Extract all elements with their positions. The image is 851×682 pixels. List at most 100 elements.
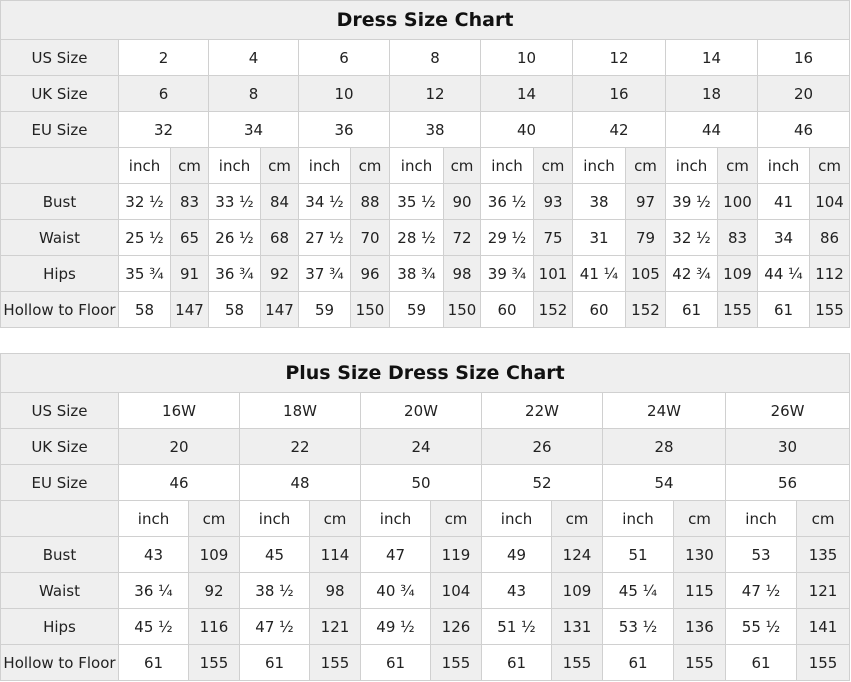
inch-value: 35 ½ — [389, 183, 444, 220]
inch-value: 58 — [208, 291, 261, 328]
cm-value: 65 — [170, 219, 209, 256]
inch-value: 34 — [757, 219, 810, 256]
us-size-cell: 6 — [298, 39, 390, 76]
eu-size-cell: 50 — [360, 464, 482, 501]
cm-value: 130 — [673, 536, 726, 573]
cm-value: 152 — [625, 291, 666, 328]
cm-value: 88 — [350, 183, 390, 220]
cm-value: 155 — [430, 644, 482, 681]
us-size-cell: 10 — [480, 39, 573, 76]
inch-value: 47 ½ — [239, 608, 310, 645]
unit-cm-header: cm — [551, 500, 603, 537]
us-size-cell: 12 — [572, 39, 666, 76]
us-size-cell: 14 — [665, 39, 758, 76]
chart-title: Dress Size Chart — [0, 0, 851, 40]
inch-value: 59 — [298, 291, 351, 328]
unit-inch-header: inch — [360, 500, 431, 537]
cm-value: 155 — [309, 644, 361, 681]
unit-row: inch cm inch cm inch cm inch cm inch cm inch cm inch… — [0, 147, 851, 184]
inch-value: 41 ¼ — [572, 255, 626, 292]
inch-value: 43 — [481, 572, 552, 609]
inch-value: 60 — [572, 291, 626, 328]
eu-size-cell: 44 — [665, 111, 758, 148]
cm-value: 136 — [673, 608, 726, 645]
uk-size-cell: 16 — [572, 75, 666, 112]
inch-value: 42 ¾ — [665, 255, 718, 292]
cm-value: 83 — [170, 183, 209, 220]
unit-inch-header: inch — [389, 147, 444, 184]
uk-size-cell: 10 — [298, 75, 390, 112]
us-size-cell: 8 — [389, 39, 481, 76]
inch-value: 33 ½ — [208, 183, 261, 220]
cm-value: 68 — [260, 219, 299, 256]
us-size-cell: 2 — [118, 39, 209, 76]
cm-value: 84 — [260, 183, 299, 220]
chart-title: Plus Size Dress Size Chart — [0, 353, 851, 393]
inch-value: 53 — [725, 536, 797, 573]
cm-value: 100 — [717, 183, 758, 220]
unit-cm-header: cm — [625, 147, 666, 184]
eu-size-cell: 38 — [389, 111, 481, 148]
inch-value: 43 — [118, 536, 189, 573]
cm-value: 72 — [443, 219, 481, 256]
cm-value: 155 — [808, 291, 851, 328]
cm-value: 155 — [673, 644, 726, 681]
uk-size-cell: 12 — [389, 75, 481, 112]
cm-value: 131 — [551, 608, 603, 645]
unit-cm-header: cm — [430, 500, 482, 537]
cm-value: 92 — [188, 572, 240, 609]
inch-value: 61 — [602, 644, 674, 681]
cm-value: 75 — [533, 219, 573, 256]
unit-inch-header: inch — [602, 500, 674, 537]
cm-value: 135 — [795, 536, 851, 573]
uk-size-cell: 26 — [481, 428, 603, 465]
us-size-cell: 4 — [208, 39, 299, 76]
us-size-cell: 16 — [756, 39, 851, 76]
inch-value: 39 ¾ — [480, 255, 534, 292]
inch-value: 38 ¾ — [389, 255, 444, 292]
cm-value: 119 — [430, 536, 482, 573]
uk-size-cell: 28 — [602, 428, 726, 465]
inch-value: 49 ½ — [360, 608, 431, 645]
inch-value: 61 — [757, 291, 810, 328]
eu-size-cell: 34 — [208, 111, 299, 148]
unit-inch-header: inch — [480, 147, 534, 184]
inch-value: 35 ¾ — [118, 255, 171, 292]
inch-value: 36 ¾ — [208, 255, 261, 292]
inch-value: 45 ½ — [118, 608, 189, 645]
row-label: Hollow to Floor — [0, 291, 119, 328]
inch-value: 61 — [118, 644, 189, 681]
uk-size-cell: 30 — [724, 428, 851, 465]
cm-value: 155 — [795, 644, 851, 681]
inch-value: 32 ½ — [665, 219, 718, 256]
uk-size-cell: 20 — [756, 75, 851, 112]
cm-value: 109 — [551, 572, 603, 609]
title-row: Dress Size Chart — [0, 0, 851, 40]
unit-cm-header: cm — [309, 500, 361, 537]
unit-inch-header: inch — [481, 500, 552, 537]
unit-inch-header: inch — [572, 147, 626, 184]
unit-cm-header: cm — [533, 147, 573, 184]
inch-value: 40 ¾ — [360, 572, 431, 609]
row-label — [0, 147, 119, 184]
unit-cm-header: cm — [260, 147, 299, 184]
cm-value: 83 — [717, 219, 758, 256]
inch-value: 49 — [481, 536, 552, 573]
us-size-row: US Size 16W 18W 20W 22W 24W 26W — [0, 392, 851, 429]
measurement-row: Hollow to Floor 58 147 58 147 59 150 59 150 60 152… — [0, 291, 851, 328]
inch-value: 51 — [602, 536, 674, 573]
inch-value: 45 — [239, 536, 310, 573]
inch-value: 61 — [665, 291, 718, 328]
inch-value: 61 — [239, 644, 310, 681]
us-size-cell: 24W — [602, 392, 726, 429]
inch-value: 28 ½ — [389, 219, 444, 256]
uk-size-row: UK Size 6 8 10 12 14 16 18 20 — [0, 75, 851, 112]
row-label: EU Size — [0, 464, 119, 501]
unit-cm-header: cm — [443, 147, 481, 184]
plus-size-dress-size-chart: Plus Size Dress Size Chart US Size 16W 18W 2… — [0, 353, 851, 681]
inch-value: 61 — [725, 644, 797, 681]
inch-value: 47 ½ — [725, 572, 797, 609]
cm-value: 104 — [430, 572, 482, 609]
cm-value: 86 — [808, 219, 851, 256]
